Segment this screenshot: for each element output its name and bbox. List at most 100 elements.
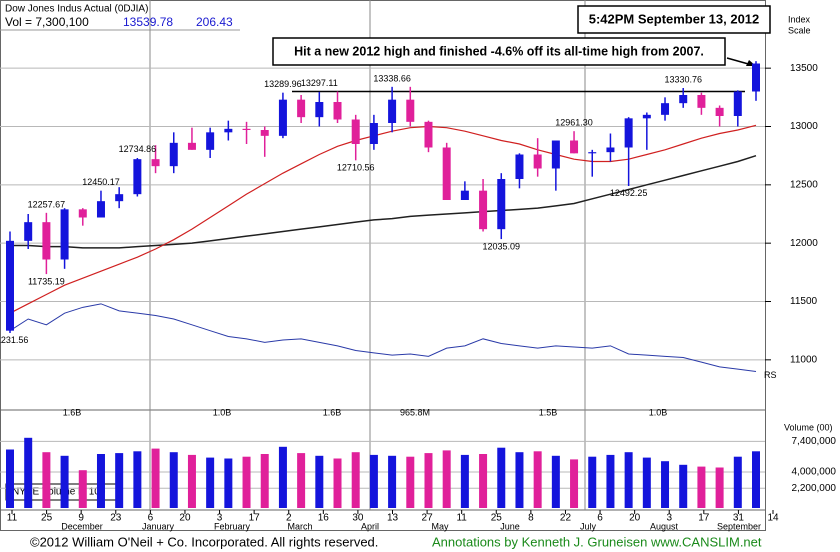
x-tick-label: 22 bbox=[560, 513, 572, 524]
timestamp: 5:42PM September 13, 2012 bbox=[589, 11, 760, 26]
volume-annotation: 1.0B bbox=[213, 407, 232, 417]
x-tick-label: 20 bbox=[629, 513, 641, 524]
volume-text: Vol = 7,300,100 bbox=[5, 15, 89, 29]
volume-bar bbox=[224, 458, 233, 508]
candle-body bbox=[187, 142, 196, 150]
volume-bar bbox=[96, 454, 105, 508]
volume-bar bbox=[6, 449, 14, 508]
candle-body bbox=[570, 140, 579, 154]
x-tick-label: 27 bbox=[422, 513, 434, 524]
volume-bar bbox=[679, 464, 688, 508]
candle-body bbox=[752, 63, 760, 92]
volume-bar bbox=[60, 455, 69, 508]
candle-body bbox=[133, 159, 142, 195]
price-annotation: 12734.86 bbox=[119, 144, 157, 154]
volume-annotation: 1.5B bbox=[539, 407, 558, 417]
volume-tick-label: 7,400,000 bbox=[792, 436, 837, 447]
volume-bar bbox=[606, 454, 615, 508]
candle-body bbox=[733, 91, 742, 116]
index-scale-label: Scale bbox=[788, 25, 811, 35]
x-tick-label: 9 bbox=[78, 513, 84, 524]
month-label: July bbox=[580, 521, 597, 531]
price-annotation: 12257.67 bbox=[28, 199, 66, 209]
credit: Annotations by Kenneth J. Gruneisen www.… bbox=[432, 534, 762, 549]
x-tick-label: 17 bbox=[249, 513, 261, 524]
x-tick-label: 2 bbox=[286, 513, 292, 524]
month-label: April bbox=[361, 521, 379, 531]
candle-body bbox=[533, 154, 542, 169]
chart-title: Dow Jones Indus Actual (0DJIA) bbox=[5, 4, 148, 15]
x-tick-label: 14 bbox=[767, 513, 779, 524]
volume-bar bbox=[151, 448, 160, 508]
volume-bar bbox=[406, 456, 415, 508]
candle-body bbox=[260, 130, 269, 136]
candle-body bbox=[315, 102, 324, 118]
x-tick-label: 23 bbox=[110, 513, 122, 524]
volume-bar bbox=[206, 457, 215, 508]
candle-body bbox=[515, 154, 524, 179]
volume-bar bbox=[315, 455, 324, 508]
candle-body bbox=[588, 152, 597, 154]
ma50-line bbox=[9, 124, 757, 314]
volume-bar bbox=[551, 455, 560, 508]
y-tick-label: 13000 bbox=[790, 121, 818, 132]
volume-bar bbox=[351, 452, 360, 508]
volume-bar bbox=[733, 456, 742, 508]
price-annotation: 13297.11 bbox=[301, 78, 338, 88]
candle-body bbox=[151, 159, 160, 167]
price-annotation: 11231.56 bbox=[0, 335, 28, 345]
candle-body bbox=[388, 99, 397, 123]
volume-annotation: 1.6B bbox=[63, 407, 82, 417]
month-label: January bbox=[142, 521, 175, 531]
month-label: December bbox=[61, 521, 103, 531]
volume-bar bbox=[260, 454, 269, 508]
candle-body bbox=[697, 95, 706, 108]
candle-body bbox=[369, 123, 378, 144]
price-annotation: 13330.76 bbox=[664, 74, 702, 84]
x-tick-label: 11 bbox=[456, 513, 467, 524]
volume-bar bbox=[460, 454, 469, 508]
candle-body bbox=[42, 222, 51, 260]
plot-frame bbox=[0, 0, 766, 531]
volume-bar bbox=[497, 447, 506, 508]
candle-body bbox=[60, 209, 69, 260]
x-tick-label: 13 bbox=[387, 513, 399, 524]
candle-body bbox=[6, 240, 14, 331]
candle-body bbox=[624, 118, 633, 148]
candle-body bbox=[406, 99, 415, 122]
volume-bar bbox=[24, 437, 33, 508]
candle-body bbox=[642, 114, 651, 119]
candle-body bbox=[606, 147, 615, 153]
candle-body bbox=[206, 132, 215, 150]
candle-body bbox=[442, 147, 451, 200]
x-tick-label: 3 bbox=[666, 513, 672, 524]
copyright: ©2012 William O'Neil + Co. Incorporated.… bbox=[30, 534, 378, 549]
month-label: May bbox=[431, 521, 449, 531]
volume-tick-label: 4,000,000 bbox=[792, 467, 837, 478]
candle-body bbox=[479, 190, 488, 230]
volume-bar bbox=[624, 452, 633, 508]
x-tick-label: 3 bbox=[217, 513, 223, 524]
candle-body bbox=[715, 107, 724, 116]
rs-line bbox=[9, 303, 757, 372]
volume-bar bbox=[715, 467, 724, 508]
rs-label: RS bbox=[764, 370, 777, 380]
price-annotation: 12710.56 bbox=[337, 163, 375, 173]
volume-bar bbox=[169, 452, 178, 508]
x-tick-label: 6 bbox=[597, 513, 603, 524]
volume-tick-label: 2,200,000 bbox=[792, 483, 837, 494]
candle-body bbox=[497, 179, 506, 230]
volume-bar bbox=[697, 466, 706, 508]
note-box bbox=[272, 37, 726, 66]
candle-body bbox=[224, 128, 233, 133]
month-label: September bbox=[717, 521, 761, 531]
price-annotation: 13338.66 bbox=[373, 73, 411, 83]
month-label: February bbox=[214, 521, 251, 531]
volume-bar bbox=[424, 453, 433, 508]
volume-bar bbox=[588, 456, 597, 508]
candle-body bbox=[460, 190, 469, 200]
index-scale-label: Index bbox=[788, 14, 811, 24]
candle-body bbox=[551, 140, 560, 169]
candle-body bbox=[115, 194, 124, 202]
